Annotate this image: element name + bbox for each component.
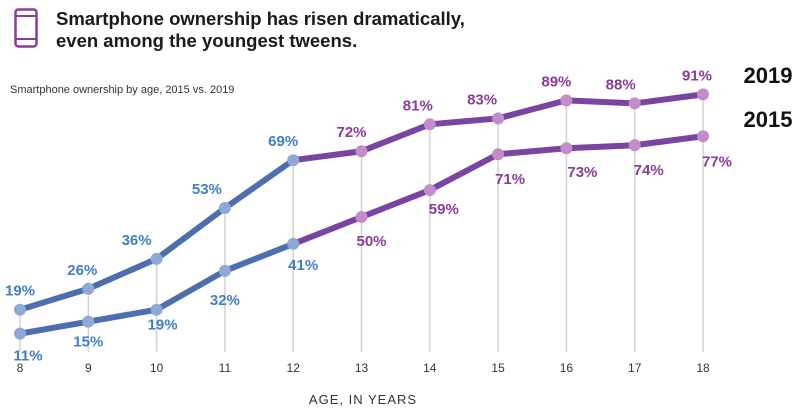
label-2019-age-10: 36% bbox=[122, 232, 152, 249]
series-2015-segment-3 bbox=[153, 267, 228, 313]
label-2019-age-12: 69% bbox=[268, 133, 298, 150]
label-2019-age-11: 53% bbox=[192, 181, 222, 198]
label-2015-age-11: 32% bbox=[210, 292, 240, 309]
label-2019-age-14: 81% bbox=[403, 97, 433, 114]
label-2015-age-17: 74% bbox=[634, 162, 664, 179]
point-2015-age-10 bbox=[150, 303, 163, 316]
x-tick-12: 12 bbox=[287, 361, 301, 375]
point-2019-age-10 bbox=[150, 252, 163, 265]
point-2015-age-9 bbox=[82, 315, 95, 328]
label-2019-age-16: 89% bbox=[541, 73, 571, 90]
series-2019-segment-9 bbox=[563, 97, 638, 107]
series-2019-segment-8 bbox=[495, 97, 570, 122]
x-tick-16: 16 bbox=[560, 361, 574, 375]
series-2019-segment-4 bbox=[221, 157, 297, 212]
point-2019-age-15 bbox=[492, 112, 505, 125]
x-tick-11: 11 bbox=[219, 361, 232, 375]
label-2015-age-10: 19% bbox=[148, 317, 178, 334]
label-2015-age-12: 41% bbox=[288, 257, 318, 274]
point-2015-age-12 bbox=[287, 237, 300, 250]
series-2019-segment-1 bbox=[17, 285, 92, 313]
label-2019-age-9: 26% bbox=[67, 262, 97, 279]
point-2015-age-8 bbox=[14, 327, 26, 340]
point-2015-age-13 bbox=[355, 211, 368, 223]
label-2015-age-8: 11% bbox=[13, 348, 42, 365]
x-tick-15: 15 bbox=[491, 361, 505, 375]
label-2015-age-14: 59% bbox=[429, 201, 459, 218]
series-2015-segment-7 bbox=[426, 151, 502, 194]
point-2019-age-17 bbox=[628, 97, 641, 110]
label-2015-age-16: 73% bbox=[567, 164, 597, 181]
label-2019-age-15: 83% bbox=[467, 91, 497, 108]
chart-title-line-1: Smartphone ownership has risen dramatica… bbox=[56, 8, 465, 29]
x-tick-10: 10 bbox=[150, 361, 164, 375]
x-tick-13: 13 bbox=[355, 361, 369, 375]
point-2015-age-18 bbox=[697, 130, 709, 143]
series-2019-segment-7 bbox=[426, 115, 502, 128]
series-2019-segment-3 bbox=[153, 205, 228, 262]
series-2019-segment-2 bbox=[85, 255, 160, 292]
series-2015-segment-1 bbox=[17, 318, 92, 337]
series-2019-segment-5 bbox=[290, 148, 365, 164]
chart-subtitle: Smartphone ownership by age, 2015 vs. 20… bbox=[10, 84, 235, 96]
series-2015-segment-6 bbox=[358, 187, 433, 220]
series-2015-segment-2 bbox=[85, 306, 160, 325]
point-2015-age-17 bbox=[628, 139, 641, 152]
point-2019-age-18 bbox=[697, 88, 709, 101]
series-2015-segment-9 bbox=[563, 142, 638, 152]
label-2015-age-18: 77% bbox=[702, 153, 732, 170]
series-2019-segment-10 bbox=[631, 91, 706, 107]
series-name-2019: 2019 bbox=[744, 63, 793, 88]
point-2019-age-13 bbox=[355, 145, 368, 158]
point-2015-age-11 bbox=[218, 264, 231, 277]
label-2015-age-15: 71% bbox=[495, 171, 525, 188]
chart-title-line-2: even among the youngest tweens. bbox=[56, 30, 358, 51]
point-2015-age-15 bbox=[492, 148, 505, 161]
label-2015-age-9: 15% bbox=[73, 334, 103, 351]
point-2019-age-8 bbox=[14, 303, 26, 316]
label-2015-age-13: 50% bbox=[356, 233, 386, 250]
label-2019-age-17: 88% bbox=[606, 76, 636, 93]
smartphone-icon bbox=[14, 8, 38, 48]
series-2015-segment-10 bbox=[631, 133, 706, 149]
label-2019-age-13: 72% bbox=[336, 124, 366, 141]
chart-title: Smartphone ownership has risen dramatica… bbox=[56, 8, 465, 52]
series-2015-segment-8 bbox=[495, 145, 570, 158]
label-2019-age-8: 19% bbox=[5, 283, 35, 300]
point-2019-age-14 bbox=[423, 118, 436, 131]
point-2019-age-11 bbox=[218, 202, 231, 215]
series-name-2015: 2015 bbox=[744, 107, 793, 132]
series-2015-segment-5 bbox=[290, 214, 365, 247]
x-tick-9: 9 bbox=[85, 361, 92, 375]
point-2015-age-16 bbox=[560, 142, 573, 155]
point-2019-age-16 bbox=[560, 94, 573, 107]
point-2015-age-14 bbox=[423, 184, 436, 197]
point-2019-age-12 bbox=[287, 154, 300, 167]
x-tick-14: 14 bbox=[423, 361, 437, 375]
point-2019-age-9 bbox=[82, 282, 95, 295]
series-2015-segment-4 bbox=[221, 240, 297, 274]
x-tick-17: 17 bbox=[628, 361, 642, 375]
x-tick-18: 18 bbox=[696, 361, 710, 375]
label-2019-age-18: 91% bbox=[682, 67, 712, 84]
series-2019-segment-6 bbox=[358, 121, 433, 155]
x-axis-label: AGE, IN YEARS bbox=[309, 392, 417, 407]
x-tick-8: 8 bbox=[17, 361, 24, 375]
